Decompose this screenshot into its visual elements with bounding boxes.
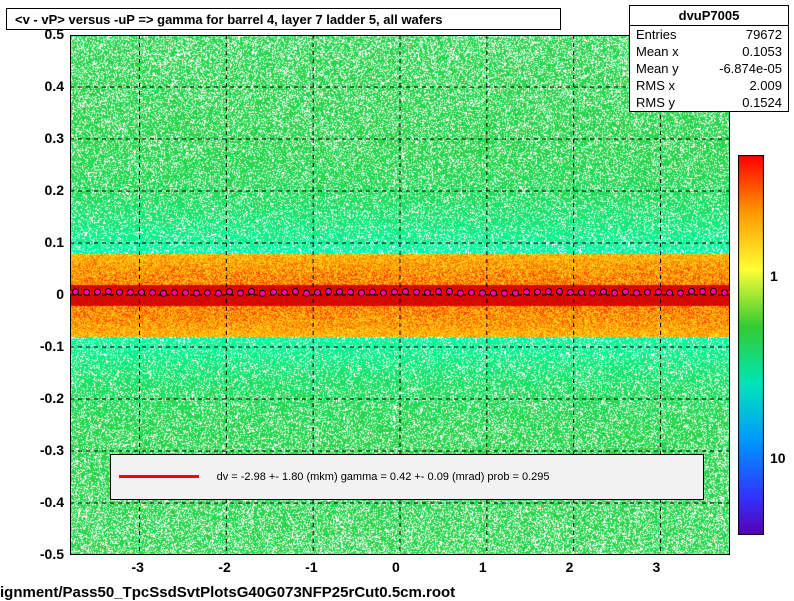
- x-tick-label: 0: [392, 559, 400, 575]
- stats-entries-label: Entries: [636, 27, 676, 42]
- stats-rmsy-label: RMS y: [636, 95, 675, 110]
- colorbar-tick-label: 10: [770, 450, 786, 466]
- stats-row-rmsx: RMS x 2.009: [630, 77, 788, 94]
- colorbar-tick-label: 1: [770, 268, 778, 284]
- stats-rmsx-value: 2.009: [749, 78, 782, 93]
- stats-row-meany: Mean y -6.874e-05: [630, 60, 788, 77]
- y-tick-label: 0.2: [45, 182, 64, 198]
- fit-result-box: dv = -2.98 +- 1.80 (mkm) gamma = 0.42 +-…: [110, 454, 704, 501]
- y-tick-label: 0.4: [45, 78, 64, 94]
- footer-path: ignment/Pass50_TpcSsdSvtPlotsG40G073NFP2…: [0, 584, 455, 601]
- stats-row-entries: Entries 79672: [630, 26, 788, 43]
- y-tick-label: 0: [56, 286, 64, 302]
- y-tick-label: 0.3: [45, 130, 64, 146]
- stats-entries-value: 79672: [746, 27, 782, 42]
- fit-line-icon: [119, 475, 199, 478]
- x-tick-label: -2: [218, 559, 230, 575]
- stats-rmsx-label: RMS x: [636, 78, 675, 93]
- plot-title: <v - vP> versus -uP => gamma for barrel …: [6, 8, 561, 30]
- stats-meany-value: -6.874e-05: [719, 61, 782, 76]
- fit-text: dv = -2.98 +- 1.80 (mkm) gamma = 0.42 +-…: [217, 471, 550, 483]
- stats-row-meanx: Mean x 0.1053: [630, 43, 788, 60]
- stats-meany-label: Mean y: [636, 61, 679, 76]
- x-tick-label: -1: [305, 559, 317, 575]
- y-tick-label: -0.3: [40, 442, 64, 458]
- stats-row-rmsy: RMS y 0.1524: [630, 94, 788, 111]
- stats-meanx-label: Mean x: [636, 44, 679, 59]
- x-tick-label: 1: [479, 559, 487, 575]
- plot-area: dv = -2.98 +- 1.80 (mkm) gamma = 0.42 +-…: [70, 35, 730, 555]
- stats-meanx-value: 0.1053: [742, 44, 782, 59]
- y-tick-label: 0.1: [45, 234, 64, 250]
- stats-box: dvuP7005 Entries 79672 Mean x 0.1053 Mea…: [629, 5, 789, 112]
- y-tick-label: -0.4: [40, 494, 64, 510]
- y-tick-label: -0.1: [40, 338, 64, 354]
- x-tick-label: 3: [653, 559, 661, 575]
- stats-name: dvuP7005: [630, 6, 788, 26]
- x-tick-label: 2: [566, 559, 574, 575]
- colorbar: [738, 155, 764, 535]
- y-tick-label: -0.5: [40, 546, 64, 562]
- x-tick-label: -3: [131, 559, 143, 575]
- y-tick-label: -0.2: [40, 390, 64, 406]
- stats-rmsy-value: 0.1524: [742, 95, 782, 110]
